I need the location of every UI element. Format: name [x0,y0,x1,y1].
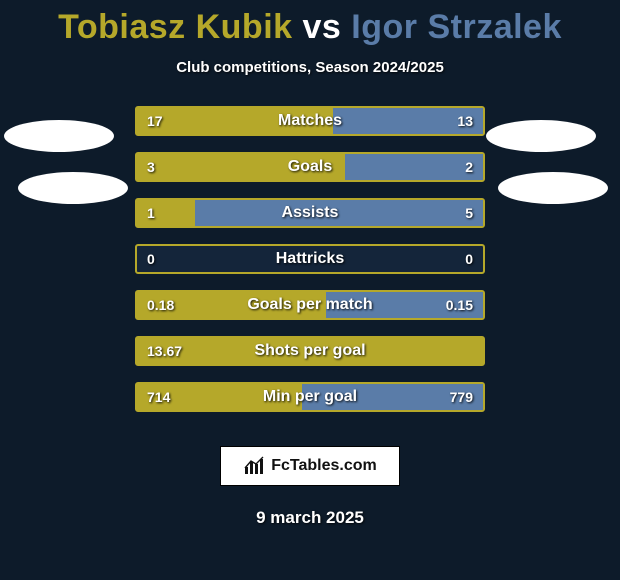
player2-name: Igor Strzalek [351,8,562,46]
bar-right [326,292,483,318]
bar-left [137,384,302,410]
bar-left [137,200,195,226]
stat-label: Hattricks [137,246,483,272]
decorative-ellipse [18,172,128,204]
stat-row: 714779Min per goal [135,382,485,412]
stat-row: 1713Matches [135,106,485,136]
vs-label: vs [303,8,342,46]
page-title: Tobiasz Kubik vs Igor Strzalek [0,0,620,47]
stat-value-left: 0 [147,246,155,272]
brand-badge: FcTables.com [220,446,400,486]
stat-row: 0 0Hattricks [135,244,485,274]
brand-text: FcTables.com [271,457,377,475]
bar-right [345,154,483,180]
comparison-chart: 1713Matches 32Goals 15Assists 0 0Hattricks 0.… [0,106,620,426]
bar-left [137,338,483,364]
barchart-logo-icon [243,456,265,476]
stat-row: 0.180.15Goals per match [135,290,485,320]
decorative-ellipse [486,120,596,152]
stat-row: 13.67Shots per goal [135,336,485,366]
bar-left [137,154,345,180]
bar-right [333,108,483,134]
stat-value-right: 0 [465,246,473,272]
player1-name: Tobiasz Kubik [58,8,292,46]
bar-left [137,292,326,318]
bar-left [137,108,333,134]
stat-row: 32Goals [135,152,485,182]
date-label: 9 march 2025 [0,508,620,528]
stat-row: 15Assists [135,198,485,228]
subtitle: Club competitions, Season 2024/2025 [0,59,620,76]
bar-right [302,384,483,410]
bar-right [195,200,483,226]
decorative-ellipse [4,120,114,152]
decorative-ellipse [498,172,608,204]
